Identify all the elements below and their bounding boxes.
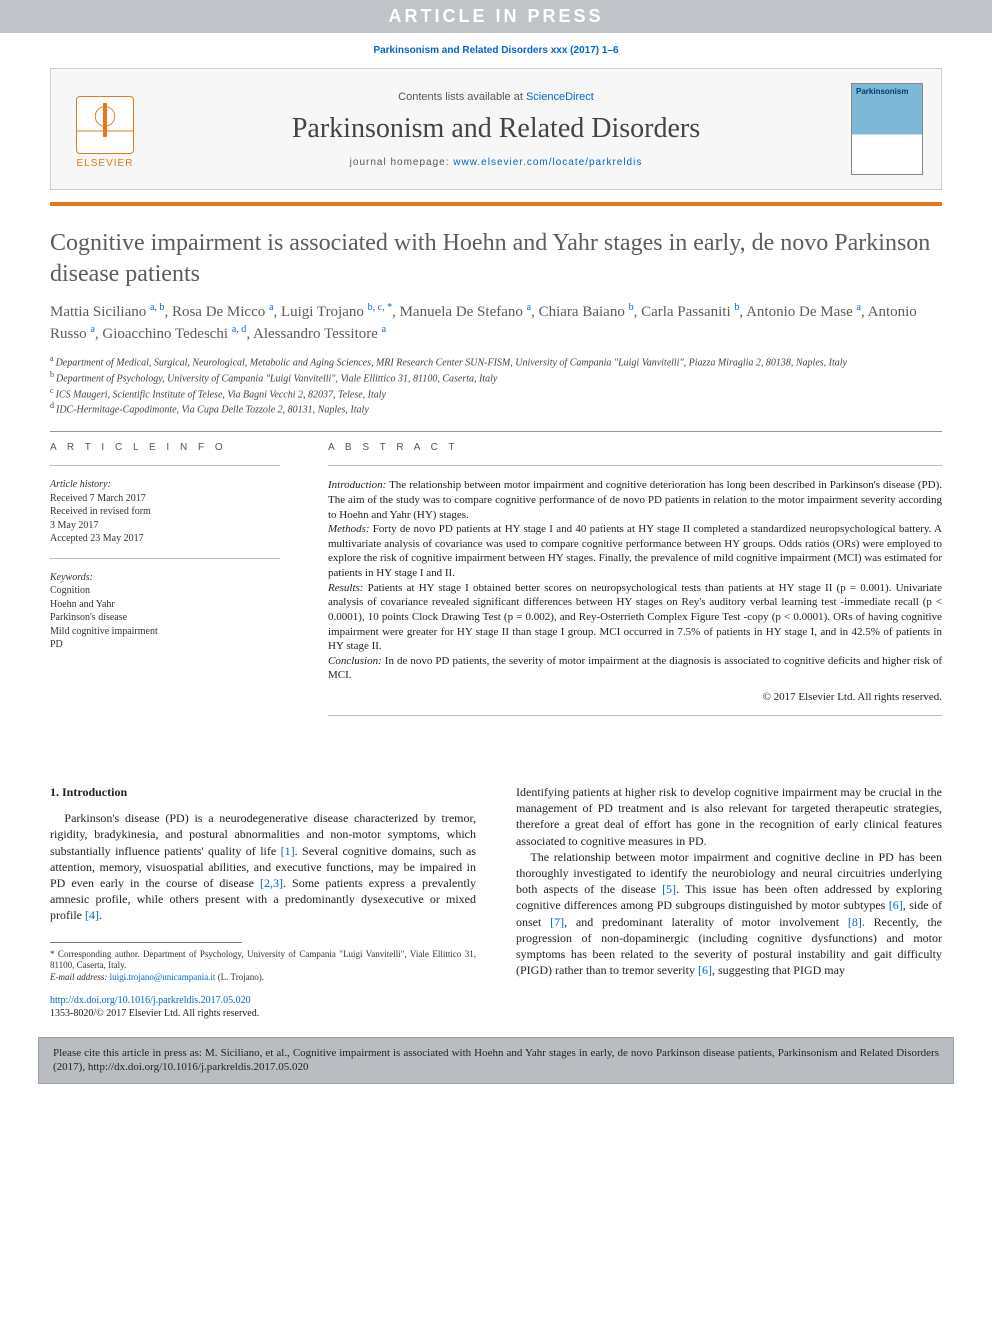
elsevier-logo: ELSEVIER [69, 89, 141, 169]
abstract-copyright: © 2017 Elsevier Ltd. All rights reserved… [328, 691, 942, 703]
section-1-head: 1. Introduction [50, 784, 476, 800]
footnotes: * Corresponding author. Department of Ps… [50, 949, 476, 984]
author-list: Mattia Siciliano a, b, Rosa De Micco a, … [50, 301, 942, 344]
affiliations: aDepartment of Medical, Surgical, Neurol… [50, 354, 942, 417]
email-label: E-mail address: [50, 972, 107, 982]
cite-this-article-box: Please cite this article in press as: M.… [38, 1037, 954, 1085]
history-line: Received 7 March 2017 [50, 492, 280, 506]
homepage-link[interactable]: www.elsevier.com/locate/parkreldis [453, 157, 642, 168]
abstract-heading: A B S T R A C T [328, 442, 942, 453]
homepage-prefix: journal homepage: [350, 157, 454, 168]
email-link[interactable]: luigi.trojano@unicampania.it [110, 972, 216, 982]
email-line: E-mail address: luigi.trojano@unicampani… [50, 972, 476, 984]
orange-rule [50, 202, 942, 206]
email-tail: (L. Trojano). [215, 972, 264, 982]
keyword: Parkinson's disease [50, 611, 280, 625]
footnote-rule [50, 942, 242, 943]
journal-name: Parkinsonism and Related Disorders [161, 113, 831, 145]
header-center: Contents lists available at ScienceDirec… [161, 91, 831, 168]
right-para-1: Identifying patients at higher risk to d… [516, 784, 942, 849]
keywords-label: Keywords: [50, 571, 280, 585]
cover-title: Parkinsonism [856, 87, 908, 96]
info-abstract-row: A R T I C L E I N F O Article history: R… [50, 442, 942, 728]
article-info-heading: A R T I C L E I N F O [50, 442, 280, 453]
info-sep-2 [50, 558, 280, 559]
issn-line: 1353-8020/© 2017 Elsevier Ltd. All right… [50, 1008, 259, 1019]
intro-para-1: Parkinson's disease (PD) is a neurodegen… [50, 810, 476, 923]
keyword: PD [50, 638, 280, 652]
doi-block: http://dx.doi.org/10.1016/j.parkreldis.2… [50, 994, 476, 1021]
contents-line: Contents lists available at ScienceDirec… [161, 91, 831, 103]
history-line: 3 May 2017 [50, 519, 280, 533]
article-body: Cognitive impairment is associated with … [50, 228, 942, 1021]
history-line: Received in revised form [50, 505, 280, 519]
corresponding-author: * Corresponding author. Department of Ps… [50, 949, 476, 972]
right-para-2: The relationship between motor impairmen… [516, 849, 942, 979]
abs-sep-bottom [328, 715, 942, 716]
article-info-col: A R T I C L E I N F O Article history: R… [50, 442, 280, 728]
info-sep-1 [50, 465, 280, 466]
article-history: Article history: Received 7 March 2017Re… [50, 478, 280, 546]
in-press-banner: ARTICLE IN PRESS [0, 0, 992, 33]
article-title: Cognitive impairment is associated with … [50, 228, 942, 289]
keyword: Mild cognitive impairment [50, 625, 280, 639]
history-line: Accepted 23 May 2017 [50, 532, 280, 546]
doi-link[interactable]: http://dx.doi.org/10.1016/j.parkreldis.2… [50, 995, 251, 1006]
abs-sep [328, 465, 942, 466]
sciencedirect-link[interactable]: ScienceDirect [526, 91, 594, 103]
body-col-right: Identifying patients at higher risk to d… [516, 784, 942, 1021]
journal-cover-thumb: Parkinsonism [851, 83, 923, 175]
history-label: Article history: [50, 478, 280, 492]
citation-top: Parkinsonism and Related Disorders xxx (… [0, 33, 992, 68]
elsevier-word: ELSEVIER [77, 158, 134, 169]
body-columns: 1. Introduction Parkinson's disease (PD)… [50, 784, 942, 1021]
homepage-line: journal homepage: www.elsevier.com/locat… [161, 157, 831, 168]
contents-prefix: Contents lists available at [398, 91, 526, 103]
rule-above-info [50, 431, 942, 432]
journal-header: ELSEVIER Contents lists available at Sci… [50, 68, 942, 190]
body-col-left: 1. Introduction Parkinson's disease (PD)… [50, 784, 476, 1021]
abstract-body: Introduction: The relationship between m… [328, 478, 942, 683]
abstract-col: A B S T R A C T Introduction: The relati… [328, 442, 942, 728]
keyword: Hoehn and Yahr [50, 598, 280, 612]
keywords-block: Keywords: CognitionHoehn and YahrParkins… [50, 571, 280, 652]
elsevier-tree-icon [76, 96, 134, 154]
keyword: Cognition [50, 584, 280, 598]
